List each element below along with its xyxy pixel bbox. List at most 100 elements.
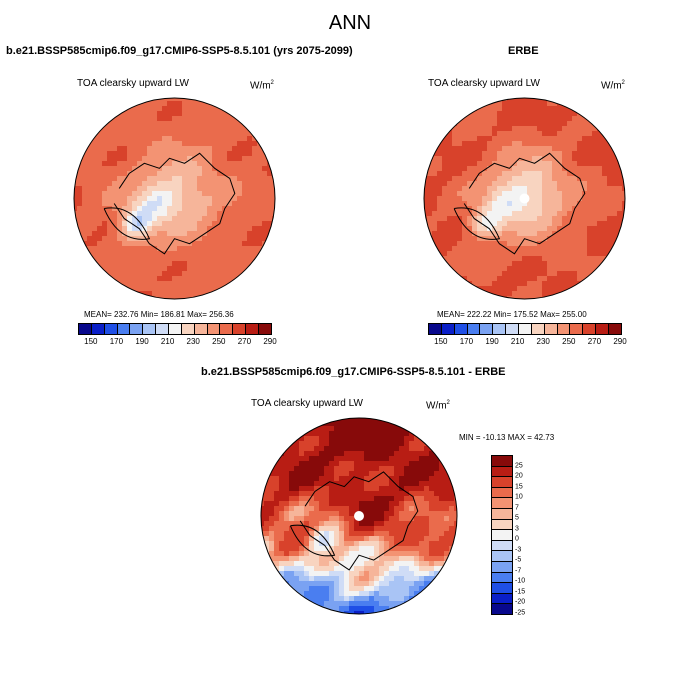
pole-mask [354,511,364,521]
figure-title: ANN [328,12,372,34]
panel-1-variable: TOA clearsky upward LW [77,78,189,89]
colorbar-swatch [467,324,481,334]
panel-1-colorbar [78,323,272,335]
colorbar-tick-label: 0 [515,535,519,543]
colorbar-swatch [246,324,260,334]
map-boundary [73,97,276,300]
panel-1-polar-map [73,97,276,300]
colorbar-tick-label: 25 [515,462,523,470]
colorbar-tick-label: 210 [160,337,175,346]
colorbar-tick-label: 20 [515,472,523,480]
panel-1-colorbar-ticks: 150 170 190 210 230 250 270 290 [78,337,277,349]
colorbar-swatch [492,498,512,509]
colorbar-tick-label: -25 [515,609,526,617]
colorbar-tick-label: 250 [212,337,226,346]
colorbar-tick-label: 210 [510,337,525,346]
colorbar-tick-label: -10 [515,577,526,585]
colorbar-tick-label: 15 [515,483,523,491]
colorbar-tick-label: 270 [587,337,602,346]
colorbar-swatch [506,324,520,334]
colorbar-swatch [492,583,512,594]
panel-3-title: b.e21.BSSP585cmip6.f09_g17.CMIP6-SSP5-8.… [201,366,506,378]
colorbar-swatch [570,324,584,334]
colorbar-swatch [429,324,442,334]
colorbar-swatch [492,540,512,552]
colorbar-swatch [104,324,118,334]
panel-3-polar-map [260,417,458,615]
panel-2-colorbar [428,323,622,335]
colorbar-tick-label: 230 [536,337,550,346]
colorbar-swatch [143,324,157,334]
colorbar-swatch [492,466,512,478]
colorbar-swatch [130,324,144,334]
coastline [113,152,236,255]
colorbar-swatch [207,324,221,334]
colorbar-swatch [492,519,512,531]
panel-3-colorbar-ticks: 25 20 15 10 7 5 3 0 -3 -5 -7 -10 -15 -20 -25 [515,455,545,616]
colorbar-swatch [156,324,170,334]
colorbar-swatch [492,572,512,584]
colorbar-tick-label: -5 [515,556,522,564]
panel-1-stats: MEAN= 232.76 Min= 186.81 Max= 256.36 [84,310,234,319]
colorbar-swatch [492,593,512,605]
colorbar-swatch [492,508,512,520]
panel-2-polar-map [423,97,626,300]
panel-3-colorbar [491,455,513,615]
panel-3-units: W/m2 [426,400,450,412]
coastline [463,152,586,255]
colorbar-swatch [91,324,105,334]
colorbar-tick-label: 190 [485,337,499,346]
colorbar-tick-label: 230 [186,337,200,346]
colorbar-swatch [181,324,195,334]
panel-2-title: ERBE [508,45,539,57]
colorbar-tick-label: 150 [84,337,98,346]
panel-2-units: W/m2 [601,80,625,92]
pole-mask [519,193,530,204]
colorbar-tick-label: 5 [515,514,519,522]
colorbar-tick-label: 270 [237,337,252,346]
colorbar-swatch [519,324,532,334]
colorbar-tick-label: -7 [515,567,522,575]
greenland-coastline [103,207,151,240]
colorbar-swatch [609,324,621,334]
colorbar-swatch [596,324,610,334]
colorbar-swatch [531,324,545,334]
greenland-coastline [453,207,501,240]
colorbar-swatch [441,324,455,334]
colorbar-swatch [169,324,182,334]
colorbar-tick-label: 150 [434,337,448,346]
panel-3-variable: TOA clearsky upward LW [251,398,363,409]
colorbar-swatch [492,487,512,499]
coastline [299,471,419,571]
colorbar-swatch [492,551,512,562]
colorbar-tick-label: 7 [515,504,519,512]
panel-2-variable: TOA clearsky upward LW [428,78,540,89]
colorbar-swatch [454,324,468,334]
colorbar-swatch [544,324,558,334]
panel-2-colorbar-ticks: 150 170 190 210 230 250 270 290 [428,337,627,349]
colorbar-swatch [557,324,571,334]
colorbar-tick-label: 3 [515,525,519,533]
colorbar-tick-label: 290 [263,337,277,346]
map-boundary [260,417,458,615]
greenland-coastline [289,524,336,557]
colorbar-tick-label: -15 [515,588,526,596]
colorbar-tick-label: 10 [515,493,523,501]
panel-1-units: W/m2 [250,80,274,92]
panel-3-stats: MIN = -10.13 MAX = 42.73 [459,433,555,442]
map-boundary [423,97,626,300]
colorbar-swatch [492,561,512,573]
colorbar-tick-label: 170 [109,337,124,346]
colorbar-swatch [194,324,208,334]
colorbar-swatch [492,530,512,541]
colorbar-swatch [233,324,247,334]
colorbar-swatch [492,604,512,614]
panel-1-title: b.e21.BSSP585cmip6.f09_g17.CMIP6-SSP5-8.… [6,45,353,57]
colorbar-swatch [583,324,597,334]
colorbar-tick-label: -3 [515,546,522,554]
colorbar-tick-label: 250 [562,337,576,346]
colorbar-tick-label: 170 [459,337,474,346]
colorbar-tick-label: 190 [135,337,149,346]
colorbar-swatch [259,324,271,334]
colorbar-swatch [493,324,507,334]
